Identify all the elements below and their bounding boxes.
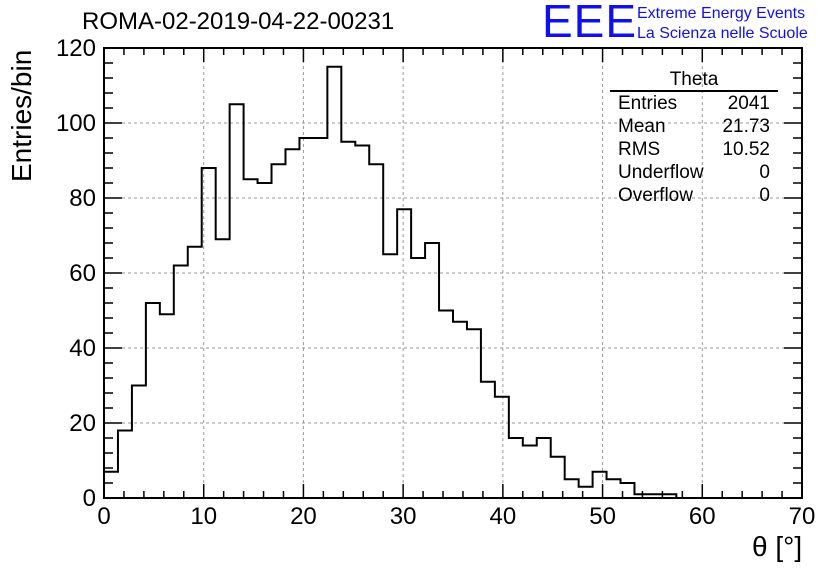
y-tick-label: 80 xyxy=(69,185,96,212)
x-tick-label: 20 xyxy=(290,503,317,530)
stats-row-underflow: Underflow 0 xyxy=(610,161,778,184)
stats-row-mean: Mean 21.73 xyxy=(610,115,778,138)
plot-frame xyxy=(103,47,803,499)
y-tick-label: 120 xyxy=(56,35,96,62)
stats-value: 21.73 xyxy=(722,116,770,137)
histogram-series xyxy=(103,65,802,499)
logo-line-2: La Scienza nelle Scuole xyxy=(637,25,808,42)
x-tick-label: 50 xyxy=(589,503,616,530)
y-tick-label: 100 xyxy=(56,110,96,137)
plot-title: ROMA-02-2019-04-22-00231 xyxy=(82,8,395,35)
stats-label: Mean xyxy=(618,116,666,137)
x-tick-label: 30 xyxy=(390,503,417,530)
stats-value: 2041 xyxy=(727,93,770,114)
x-tick-label: 70 xyxy=(789,503,816,530)
stats-value: 0 xyxy=(759,185,770,206)
stats-label: Entries xyxy=(618,93,678,114)
stats-row-entries: Entries 2041 xyxy=(610,92,778,115)
grid-lines xyxy=(104,48,802,498)
tick-labels: 0 10 20 30 40 50 60 70 0 20 40 60 80 100 120 xyxy=(56,35,815,530)
y-tick-label: 20 xyxy=(69,410,96,437)
stats-row-rms: RMS 10.52 xyxy=(610,138,778,161)
stats-label: Underflow xyxy=(618,162,704,183)
stats-value: 10.52 xyxy=(722,139,770,160)
x-tick-label: 60 xyxy=(689,503,716,530)
x-tick-label: 40 xyxy=(490,503,517,530)
x-tick-label: 10 xyxy=(190,503,217,530)
logo-line-1: Extreme Energy Events xyxy=(637,5,806,22)
y-axis-label: Entries/bin xyxy=(6,49,37,182)
stats-label: RMS xyxy=(618,139,661,160)
stats-box: Theta Entries 2041 Mean 21.73 RMS 10.52 … xyxy=(610,70,778,207)
stats-row-overflow: Overflow 0 xyxy=(610,184,778,207)
x-tick-label: 0 xyxy=(97,503,110,530)
y-tick-label: 40 xyxy=(69,335,96,362)
stats-title: Theta xyxy=(610,70,778,92)
stats-label: Overflow xyxy=(618,185,693,206)
x-axis-label: θ [°] xyxy=(752,531,803,562)
stats-value: 0 xyxy=(759,162,770,183)
eee-logo: EEE xyxy=(542,0,638,47)
y-tick-label: 60 xyxy=(69,260,96,287)
y-tick-label: 0 xyxy=(83,485,96,512)
